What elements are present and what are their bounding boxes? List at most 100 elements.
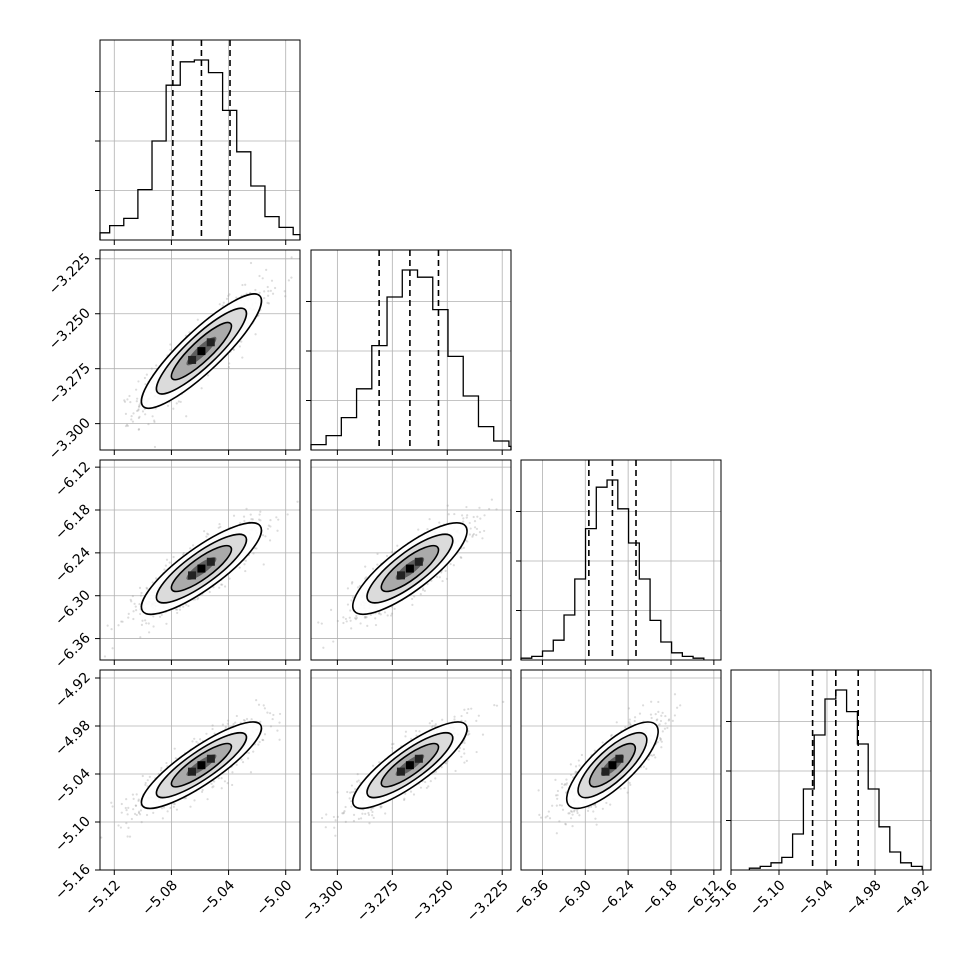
- scatter-point: [351, 596, 355, 599]
- scatter-point: [342, 621, 345, 625]
- scatter-point: [166, 810, 169, 813]
- density-panel-frame: [310, 459, 512, 661]
- scatter-point: [137, 811, 141, 815]
- density-core: [188, 338, 215, 364]
- scatter-point: [242, 515, 246, 518]
- scatter-point: [137, 810, 141, 813]
- scatter-point: [286, 513, 289, 516]
- scatter-point: [460, 755, 463, 758]
- scatter-point: [601, 741, 604, 744]
- density-core-cell: [206, 754, 215, 763]
- scatter-point: [126, 398, 129, 401]
- scatter-point: [258, 274, 261, 278]
- scatter-point: [352, 790, 355, 793]
- scatter-point: [453, 718, 456, 721]
- scatter-point: [463, 708, 466, 711]
- scatter-point: [371, 814, 374, 817]
- scatter-point: [134, 804, 137, 807]
- density-core-cell: [187, 767, 196, 776]
- scatter-point: [445, 577, 449, 580]
- scatter-point: [460, 714, 463, 718]
- density-panel-frame: [99, 249, 301, 451]
- scatter-point: [241, 283, 244, 287]
- scatter-point: [462, 546, 466, 549]
- scatter-point: [153, 419, 156, 422]
- scatter-point: [404, 735, 407, 738]
- scatter-point: [453, 512, 456, 516]
- scatter-point: [172, 555, 175, 559]
- scatter-point: [587, 806, 590, 809]
- scatter-point: [203, 530, 206, 533]
- scatter-point: [465, 516, 468, 519]
- scatter-point: [463, 761, 466, 764]
- scatter-point: [191, 544, 195, 547]
- scatter-point: [467, 733, 470, 736]
- scatter-point: [208, 590, 211, 594]
- scatter-point: [423, 589, 426, 593]
- scatter-point: [134, 804, 138, 807]
- scatter-point: [404, 792, 407, 795]
- scatter-point: [271, 292, 275, 295]
- scatter-point: [144, 783, 147, 786]
- scatter-point: [179, 400, 182, 403]
- scatter-point: [379, 613, 382, 616]
- scatter-point: [130, 414, 133, 418]
- scatter-point: [376, 552, 379, 555]
- scatter-point: [120, 620, 123, 623]
- scatter-point: [210, 782, 213, 785]
- scatter-point: [322, 646, 325, 649]
- scatter-point: [150, 367, 153, 370]
- scatter-point: [250, 518, 253, 521]
- scatter-point: [464, 720, 467, 723]
- scatter-point: [154, 577, 158, 580]
- scatter-point: [266, 711, 269, 714]
- scatter-point: [356, 780, 359, 783]
- scatter-point: [268, 539, 272, 542]
- scatter-point: [465, 759, 468, 762]
- scatter-point: [470, 707, 473, 710]
- scatter-point: [269, 525, 272, 528]
- scatter-point: [235, 296, 238, 299]
- scatter-point: [148, 775, 151, 778]
- density-core-cell: [197, 564, 206, 573]
- scatter-point: [365, 576, 368, 579]
- scatter-point: [145, 373, 148, 376]
- scatter-point: [290, 256, 293, 259]
- scatter-point: [270, 279, 274, 282]
- density-panel: [537, 693, 682, 835]
- histogram-panel-frame: [730, 669, 932, 871]
- scatter-point: [272, 713, 275, 717]
- scatter-point: [361, 812, 364, 815]
- scatter-point: [441, 718, 444, 721]
- scatter-point: [138, 813, 142, 816]
- scatter-point: [460, 556, 463, 560]
- scatter-point: [479, 517, 482, 520]
- scatter-point: [174, 608, 178, 611]
- scatter-point: [359, 622, 362, 625]
- scatter-point: [418, 730, 421, 733]
- scatter-point: [141, 619, 144, 622]
- density-panel-frame: [99, 459, 301, 661]
- scatter-point: [350, 627, 353, 630]
- scatter-point: [379, 805, 382, 808]
- scatter-point: [255, 547, 258, 550]
- scatter-point: [345, 620, 348, 623]
- scatter-point: [249, 513, 252, 516]
- scatter-point: [238, 345, 241, 348]
- scatter-point: [627, 707, 631, 710]
- scatter-point: [332, 815, 336, 819]
- scatter-point: [473, 526, 477, 529]
- scatter-point: [266, 527, 270, 530]
- scatter-point: [220, 583, 224, 586]
- scatter-point: [137, 409, 140, 412]
- scatter-point: [306, 847, 308, 849]
- scatter-point: [252, 552, 255, 555]
- scatter-point: [458, 746, 462, 750]
- scatter-point: [138, 602, 141, 606]
- scatter-point: [346, 587, 350, 590]
- scatter-point: [135, 609, 138, 612]
- scatter-point: [379, 806, 382, 809]
- scatter-point: [413, 595, 416, 598]
- scatter-point: [137, 416, 140, 420]
- scatter-point: [346, 603, 350, 606]
